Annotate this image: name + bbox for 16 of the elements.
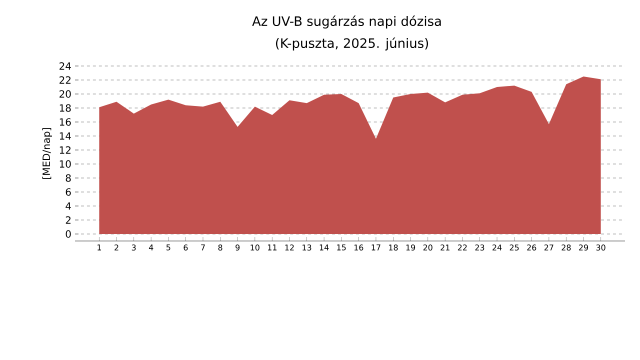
y-tick-label: 0 <box>66 230 71 238</box>
y-tick-label: 18 <box>60 104 71 112</box>
y-tick-label: 8 <box>66 174 71 182</box>
y-tick-label: 16 <box>60 118 71 126</box>
y-axis-title: [MED/nap] <box>42 128 52 179</box>
y-tick-label: 4 <box>66 202 71 210</box>
y-tick-label: 10 <box>60 160 71 168</box>
chart-subtitle: (K-puszta, 2025. június) <box>276 37 428 51</box>
y-tick-label: 12 <box>60 146 70 154</box>
y-tick-label: 14 <box>60 132 71 140</box>
y-tick-label: 2 <box>66 216 70 224</box>
y-tick-label: 22 <box>60 76 70 84</box>
y-tick-label: 20 <box>60 90 71 98</box>
chart-title: Az UV-B sugárzás napi dózisa <box>252 15 441 29</box>
y-tick-label: 6 <box>66 188 71 196</box>
y-tick-label: 24 <box>60 62 71 70</box>
